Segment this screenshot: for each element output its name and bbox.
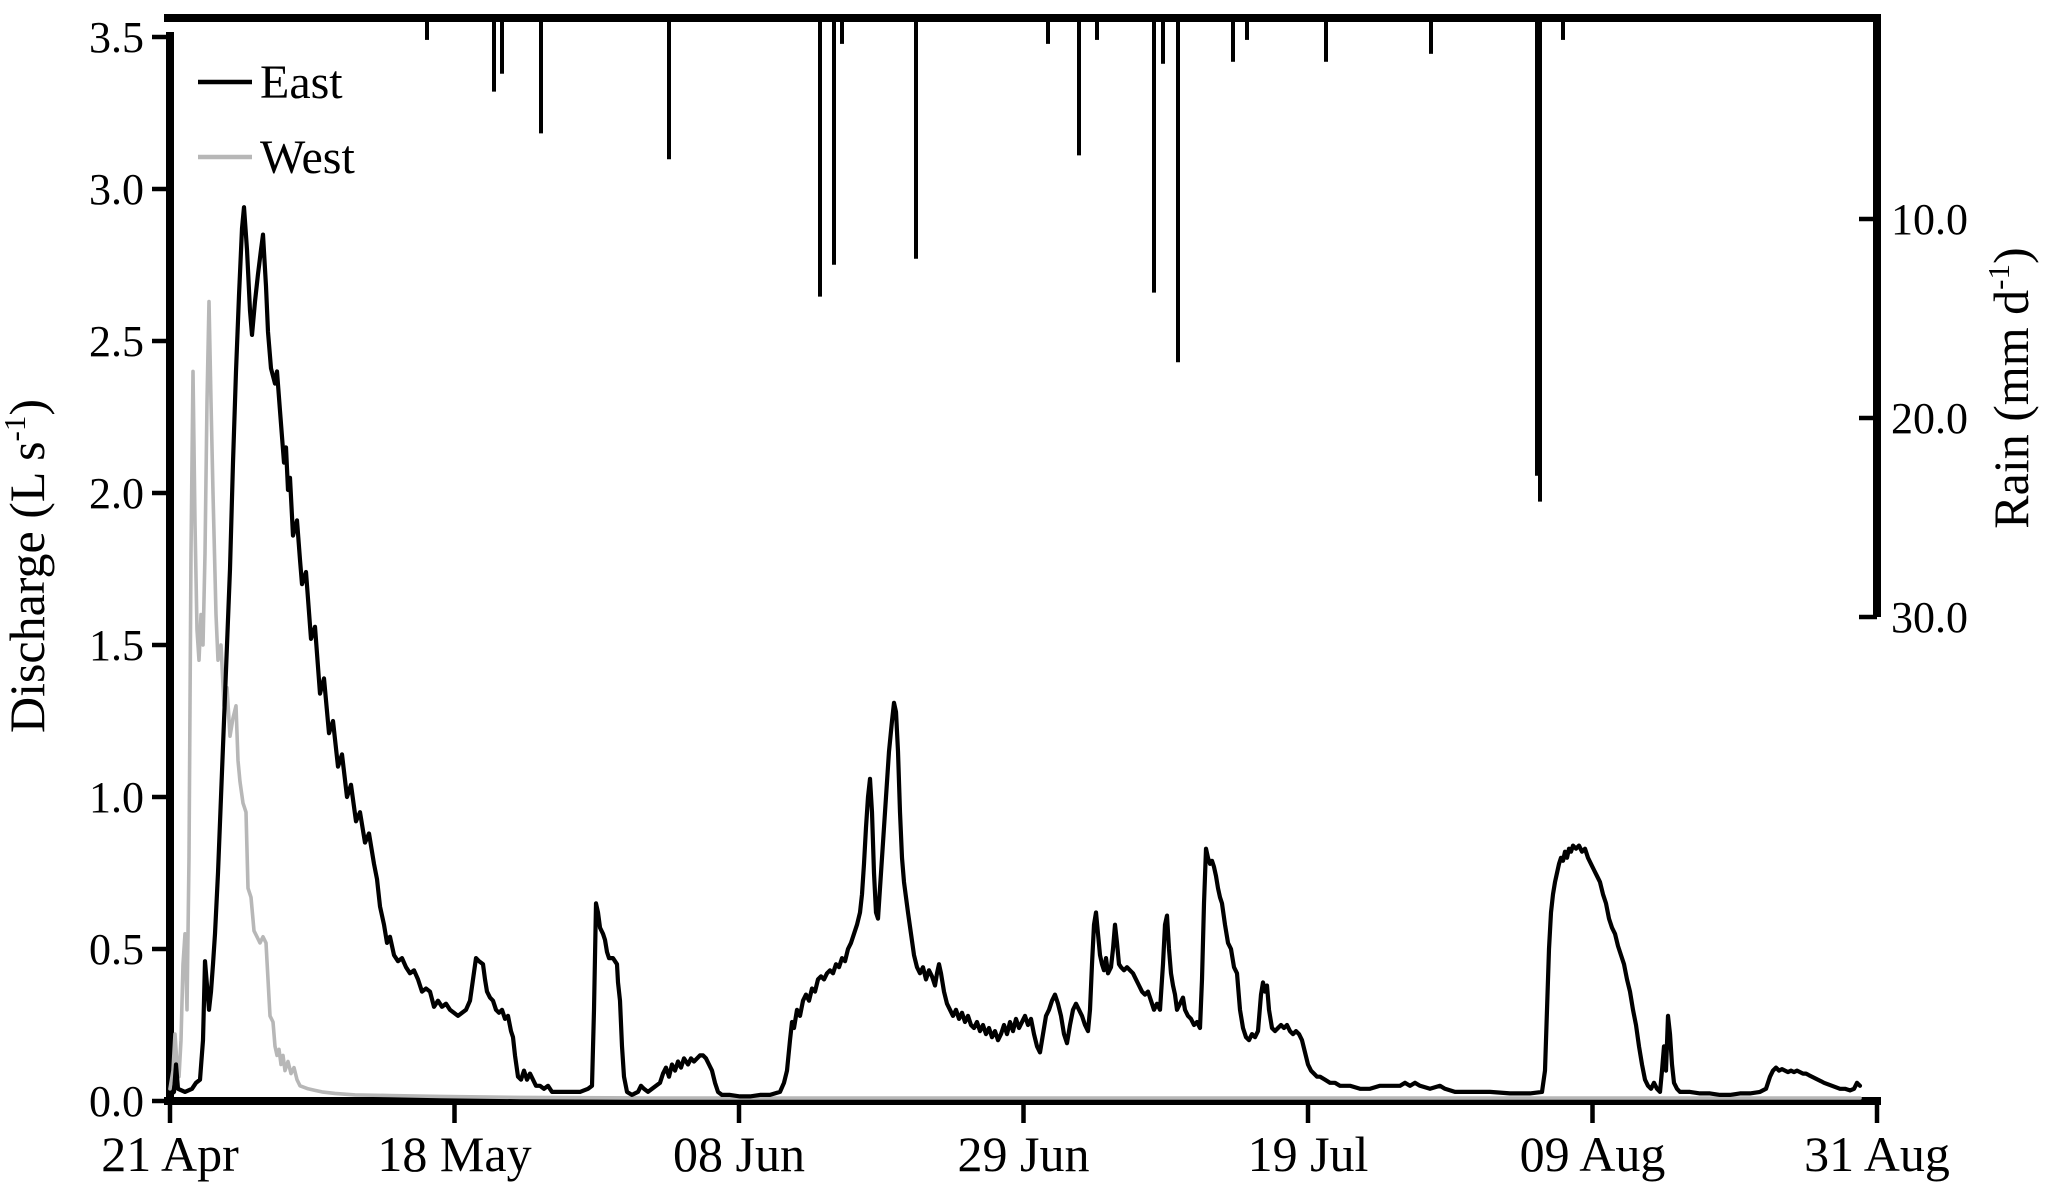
rain-axis-title: Rain (mm d-1) xyxy=(1981,247,2039,528)
discharge-tick-label: 1.0 xyxy=(89,773,144,822)
discharge-tick-label: 2.0 xyxy=(89,469,144,518)
rain-tick-label: 10.0 xyxy=(1891,195,1968,244)
east-series-line xyxy=(167,205,1863,1099)
rain-tick-label: 30.0 xyxy=(1891,593,1968,642)
x-tick-label: 08 Jun xyxy=(673,1126,805,1182)
discharge-tick-label: 3.0 xyxy=(89,165,144,214)
discharge-axis-title: Discharge (L s-1) xyxy=(0,399,55,733)
x-tick-label: 18 May xyxy=(377,1126,531,1182)
legend-label-west: West xyxy=(260,131,355,184)
x-tick-label: 31 Aug xyxy=(1804,1126,1950,1182)
discharge-tick-label: 0.0 xyxy=(89,1077,144,1126)
discharge-tick-label: 3.5 xyxy=(89,13,144,62)
rain-tick-label: 20.0 xyxy=(1891,394,1968,443)
discharge-tick-label: 1.5 xyxy=(89,621,144,670)
discharge-tick-label: 0.5 xyxy=(89,925,144,974)
x-tick-label: 19 Jul xyxy=(1248,1126,1369,1182)
west-series-line xyxy=(168,299,1862,1100)
x-tick-label: 09 Aug xyxy=(1520,1126,1666,1182)
x-tick-label: 21 Apr xyxy=(101,1126,239,1182)
x-tick-label: 29 Jun xyxy=(958,1126,1090,1182)
legend-label-east: East xyxy=(260,56,343,109)
discharge-tick-label: 2.5 xyxy=(89,317,144,366)
